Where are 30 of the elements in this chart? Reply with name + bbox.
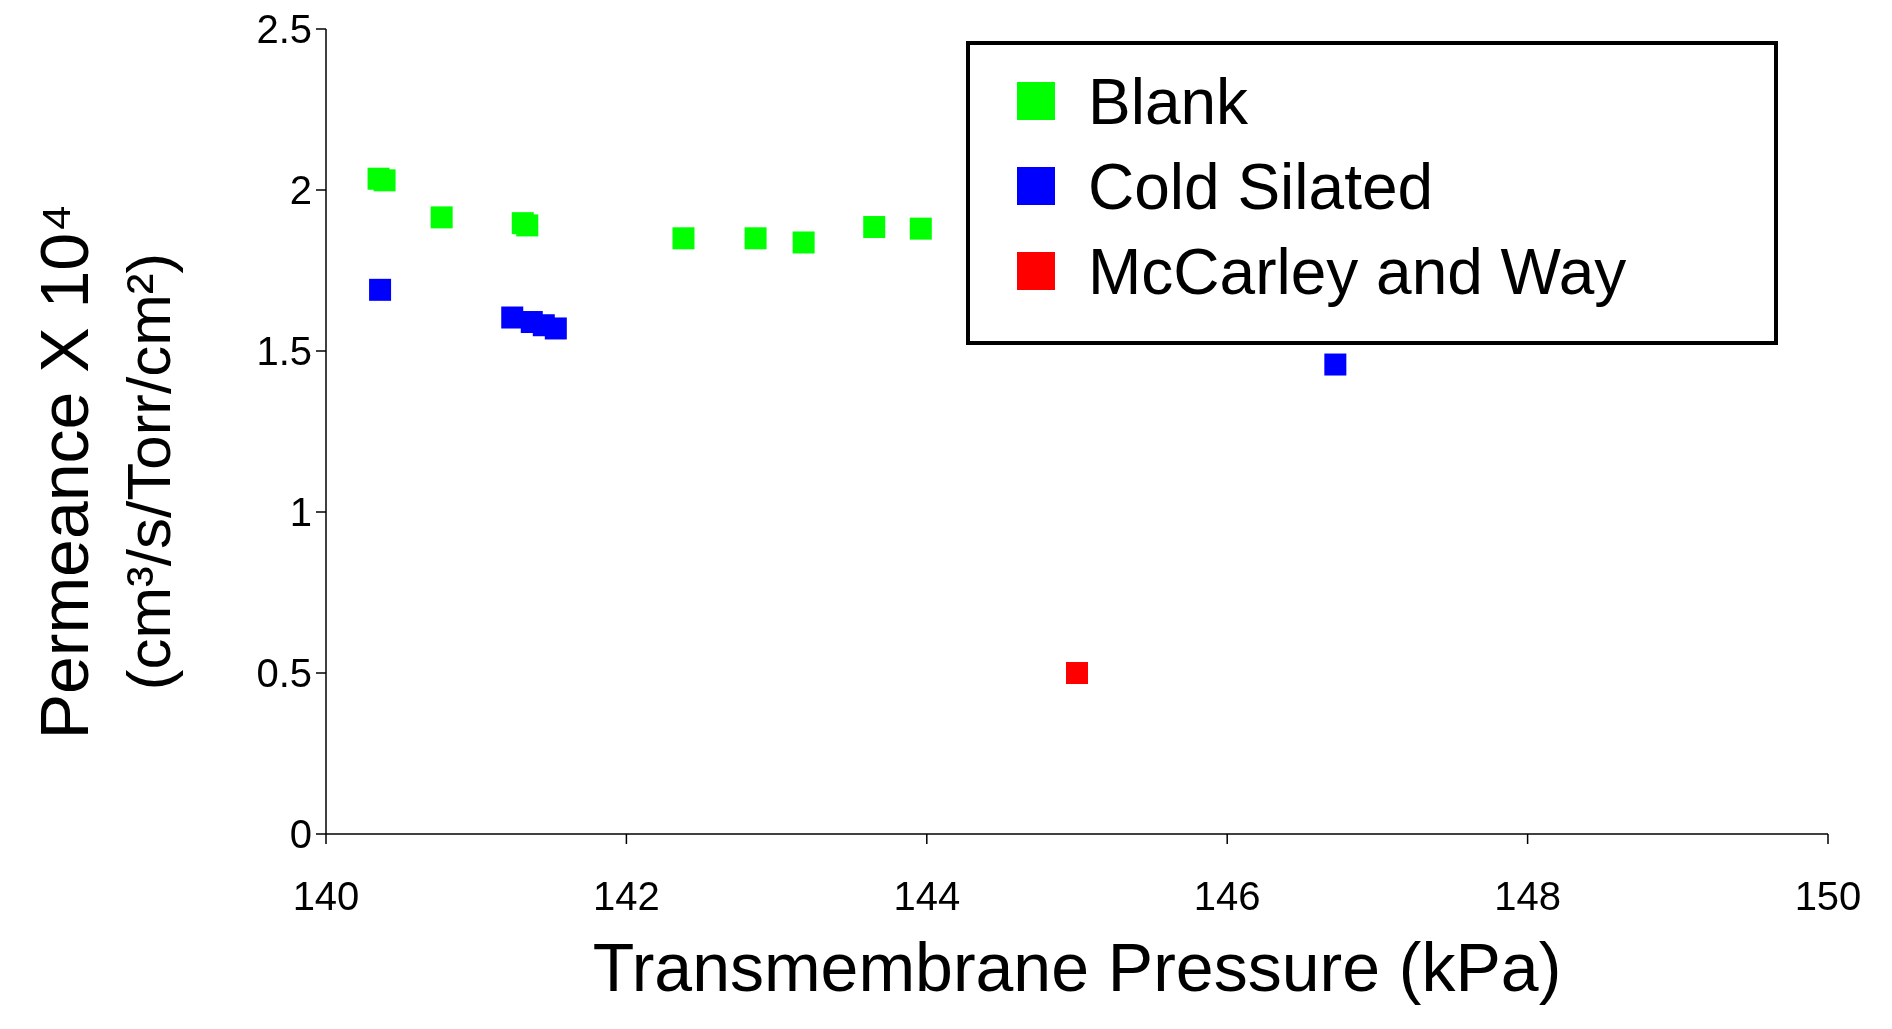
point [1066, 662, 1088, 684]
y-tick-label: 2 [289, 168, 312, 212]
point [744, 227, 767, 250]
legend-label: Blank [1088, 66, 1250, 139]
point [516, 214, 539, 237]
point [373, 169, 396, 192]
point [792, 231, 815, 254]
legend-label: Cold Silated [1088, 151, 1434, 224]
x-tick-label: 140 [292, 874, 360, 918]
legend-label: McCarley and Way [1088, 236, 1627, 309]
point [672, 227, 695, 250]
x-tick-label: 146 [1193, 874, 1261, 918]
y-tick-label: 0 [289, 812, 312, 856]
point [430, 206, 453, 229]
y-tick-label: 1.5 [256, 329, 312, 373]
x-tick-label: 148 [1494, 874, 1561, 918]
point [369, 278, 392, 301]
x-tick-label: 144 [893, 874, 961, 918]
y-tick-label: 1 [289, 490, 312, 534]
y-tick-label: 2.5 [256, 7, 312, 51]
point [501, 306, 524, 329]
point [544, 317, 567, 340]
x-tick-label: 142 [593, 874, 660, 918]
y-axis-title: Permeance X 10⁴ (cm³/s/Torr/cm²) [26, 203, 183, 740]
x-axis-title: Transmembrane Pressure (kPa) [592, 929, 1562, 1005]
point [909, 217, 932, 240]
x-tick-label: 150 [1794, 874, 1862, 918]
point [863, 216, 886, 239]
y-tick-label: 0.5 [256, 651, 312, 695]
point [1324, 353, 1347, 376]
